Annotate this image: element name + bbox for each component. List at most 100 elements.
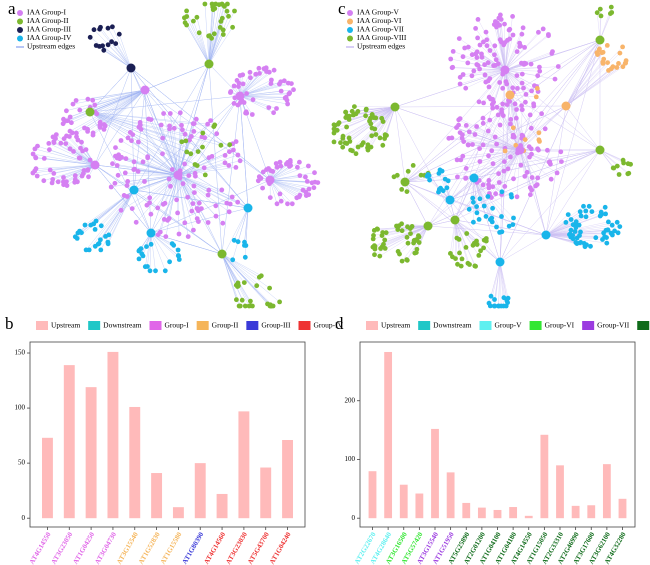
edge (177, 129, 183, 176)
node (244, 91, 250, 96)
node (405, 240, 411, 246)
node (236, 84, 241, 89)
edge (94, 164, 152, 234)
node (536, 29, 541, 35)
node (231, 83, 237, 89)
edge (491, 149, 521, 198)
edge (160, 174, 179, 233)
node (508, 117, 514, 122)
node (144, 244, 149, 250)
edge (449, 105, 567, 201)
node (499, 229, 505, 235)
bar (415, 493, 424, 519)
node (382, 132, 388, 138)
node (87, 157, 93, 163)
node (185, 194, 191, 200)
node (519, 103, 524, 109)
node (61, 136, 67, 142)
edge (519, 149, 562, 162)
node (519, 71, 525, 77)
x-tick-label: AT4G14560 (202, 530, 227, 565)
edge (177, 165, 229, 176)
bar (172, 507, 184, 519)
node (166, 216, 172, 221)
node (267, 195, 273, 201)
panel-label: d (335, 314, 344, 333)
node (474, 210, 480, 216)
node (506, 27, 512, 33)
edge (177, 123, 195, 176)
edge (239, 95, 269, 108)
edge (177, 151, 230, 176)
node (528, 125, 534, 131)
node (184, 8, 190, 14)
node (60, 121, 66, 127)
node (617, 50, 623, 56)
edge (221, 253, 262, 276)
node (242, 303, 248, 309)
node (289, 201, 295, 207)
edge (177, 174, 193, 212)
node (145, 155, 151, 161)
node (411, 240, 416, 246)
edge (462, 137, 521, 151)
edge (269, 179, 301, 196)
node (61, 175, 66, 180)
node (230, 24, 236, 30)
node (116, 31, 122, 37)
edge (177, 137, 205, 176)
node (442, 176, 448, 182)
node (274, 201, 280, 207)
node (407, 226, 413, 232)
node (546, 33, 551, 39)
node (463, 176, 468, 181)
node (206, 187, 212, 193)
node (331, 130, 337, 136)
edge (516, 149, 521, 197)
node (340, 144, 346, 150)
node (295, 164, 300, 170)
edge (99, 89, 146, 126)
edge (193, 21, 210, 65)
edge (504, 66, 559, 71)
node (73, 98, 79, 103)
node (475, 35, 480, 41)
node (537, 139, 542, 144)
node (243, 110, 249, 116)
edge (234, 207, 249, 241)
node (237, 73, 243, 78)
edge (519, 39, 601, 151)
legend-dot (347, 27, 353, 33)
node (188, 151, 194, 157)
node (555, 64, 561, 69)
edge (177, 160, 241, 176)
node (217, 25, 223, 30)
node (476, 99, 482, 105)
node (522, 45, 527, 50)
node (577, 233, 582, 238)
node (577, 209, 583, 215)
node (482, 72, 488, 78)
node (363, 107, 369, 113)
edge (377, 225, 429, 230)
node (550, 49, 555, 54)
edge (184, 22, 210, 65)
node (496, 171, 501, 177)
hub-node (595, 145, 605, 155)
node (277, 81, 282, 87)
node (457, 250, 462, 256)
node (270, 169, 276, 174)
edge (208, 27, 233, 65)
edge (37, 164, 96, 177)
node (92, 227, 98, 232)
node (64, 183, 70, 189)
edge (89, 111, 199, 152)
node (466, 206, 472, 212)
node (628, 161, 633, 167)
node (249, 112, 255, 117)
legend-label: Group-I (165, 321, 190, 330)
node (118, 207, 124, 213)
node (475, 17, 481, 22)
edge (504, 34, 514, 71)
edge (375, 106, 396, 135)
